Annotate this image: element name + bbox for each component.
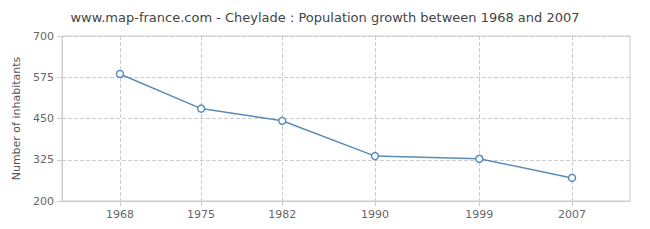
svg-text:1999: 1999 (465, 208, 493, 221)
svg-text:450: 450 (33, 112, 54, 125)
svg-text:1982: 1982 (268, 208, 296, 221)
svg-text:325: 325 (33, 153, 54, 166)
svg-text:700: 700 (33, 30, 54, 43)
svg-text:1990: 1990 (361, 208, 389, 221)
svg-text:1975: 1975 (187, 208, 215, 221)
svg-text:575: 575 (33, 71, 54, 84)
svg-text:www.map-france.com - Cheylade: www.map-france.com - Cheylade : Populati… (70, 10, 579, 25)
svg-text:Number of inhabitants: Number of inhabitants (10, 56, 23, 180)
svg-text:1968: 1968 (106, 208, 134, 221)
svg-text:200: 200 (33, 195, 54, 208)
svg-text:2007: 2007 (558, 208, 586, 221)
